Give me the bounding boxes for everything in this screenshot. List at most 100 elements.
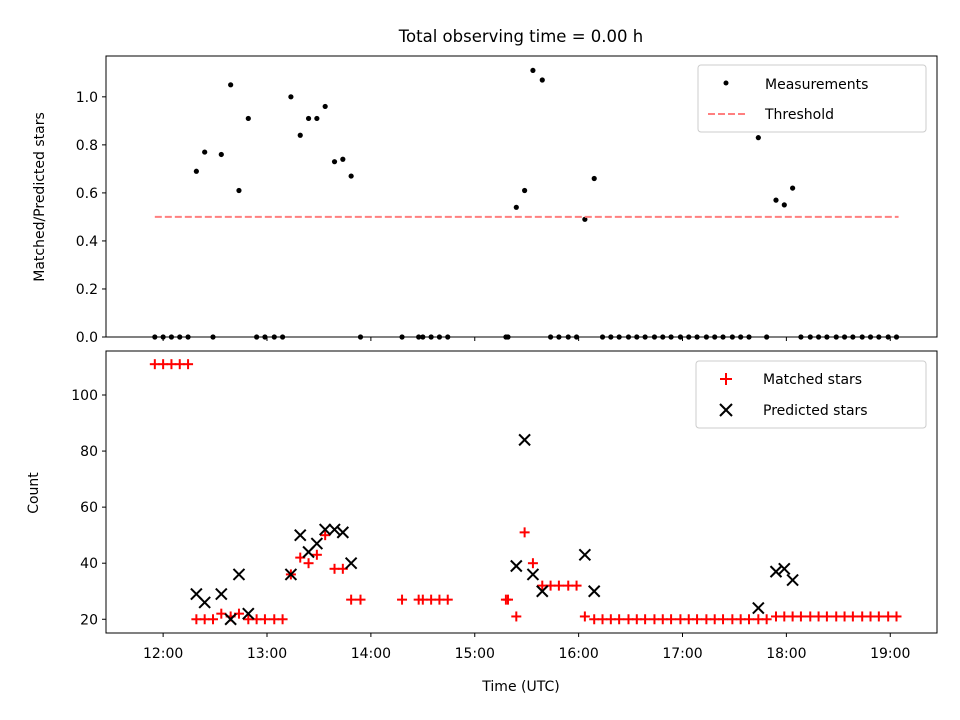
measurement-point [305,115,312,122]
matched-star-point [442,594,453,605]
ratio-y-tick-label: 0.2 [76,282,98,298]
predicted-star-point [588,585,601,598]
ratio-y-tick-label: 1.0 [76,90,98,106]
ratio-legend-box [697,64,927,133]
matched-star-point [183,359,194,370]
matched-star-point [527,558,538,569]
measurement-point [331,159,338,165]
matched-star-point [666,614,677,625]
matched-star-point [891,611,902,622]
predicted-star-point [778,562,791,576]
matched-star-point [355,594,366,605]
measurement-point [202,149,208,155]
measurement-point [790,185,796,191]
matched-star-point [397,594,408,605]
predicted-star-point [310,537,324,550]
matched-star-point [614,614,625,625]
matched-star-point [277,614,288,625]
count-y-ticks: 20 40 60 80 100 [71,388,106,628]
measurement-point [340,156,346,162]
predicted-star-point [328,523,341,536]
count-x-tick-label: 14:00 [351,646,391,662]
predicted-star-point [510,559,523,573]
count-x-tick-label: 13:00 [247,646,287,662]
ratio-y-tick-label: 0.4 [76,234,98,250]
ratio-y-axis-label: Matched/Predicted stars [32,112,48,282]
legend-matched-label: Matched stars [763,372,862,388]
count-y-tick-label: 60 [80,500,98,516]
measurement-point [513,204,519,210]
predicted-star-point [198,596,211,609]
count-y-tick-label: 100 [71,388,98,404]
ratio-plot-area [152,67,900,340]
measurement-point [582,216,588,222]
count-x-tick-label: 16:00 [558,646,598,662]
predicted-star-point [284,568,298,581]
count-x-ticks: 12:00 13:00 14:00 15:00 16:00 17:00 18:00 19:00 [143,633,910,662]
legend-threshold-label: Threshold [764,107,834,123]
predicted-star-point [578,548,592,561]
measurement-point [245,115,251,122]
predicted-star-point [518,433,531,447]
matched-star-point [311,549,322,560]
ratio-y-tick-label: 0.0 [76,330,98,346]
matched-star-point [692,614,703,625]
ratio-axes-frame [105,55,938,338]
count-legend: Matched stars Predicted stars [695,360,927,429]
matched-star-point [553,580,564,591]
measurement-point [591,175,597,182]
matched-star-point [795,611,806,622]
matched-star-point [873,611,884,622]
count-x-axis-label: Time (UTC) [481,679,559,695]
figure-title: Total observing time = 0.00 h [398,27,643,46]
matched-star-point [718,614,729,625]
measurement-point [522,187,528,194]
measurement-point [322,103,328,110]
predicted-star-point [526,568,540,581]
count-y-tick-label: 40 [80,556,98,572]
ratio-y-tick-label: 0.8 [76,138,98,154]
matched-star-point [847,611,858,622]
matched-star-point [579,611,590,622]
predicted-star-point [215,587,228,601]
measurement-point [228,82,234,88]
matched-star-point [571,580,582,591]
legend-matched-marker [720,373,732,385]
predicted-star-point [344,556,358,570]
count-y-axis-label: Count [26,472,42,514]
predicted-star-point [786,573,799,587]
count-x-tick-label: 15:00 [455,646,495,662]
count-panel: 20 40 60 80 100 12:00 13:00 14:00 15:00 16:00 17:… [26,350,938,695]
measurement-point [288,94,294,100]
measurement-point [530,67,536,74]
matched-star-point [346,594,357,605]
measurement-point [236,187,242,194]
measurement-point [193,168,199,174]
predicted-star-point [318,523,332,536]
count-x-tick-label: 18:00 [766,646,806,662]
matched-star-point [761,614,772,625]
legend-measurements-label: Measurements [765,77,868,93]
legend-measurements-marker [723,80,729,86]
matched-star-point [502,594,513,605]
matched-star-point [303,558,314,569]
measurement-point [539,77,545,83]
matched-star-point [519,527,530,538]
count-axes-frame [105,350,938,634]
measurement-point [781,202,787,208]
matched-star-point [743,614,754,625]
measurement-point [348,173,354,179]
measurement-point [314,115,320,122]
matched-star-point [207,614,218,625]
predicted-star-point [769,565,783,578]
matched-star-point [640,614,651,625]
measurement-point [755,135,761,141]
legend-predicted-marker [719,403,733,417]
measurement-point [773,197,779,203]
legend-predicted-label: Predicted stars [763,403,868,419]
matched-star-point [511,611,522,622]
predicted-star-point [294,528,307,542]
predicted-star-point [232,568,246,581]
count-legend-box [695,360,927,429]
